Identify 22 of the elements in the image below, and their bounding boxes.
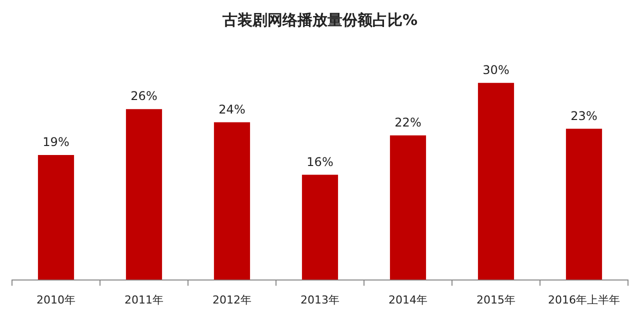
data-label: 22%: [394, 115, 422, 130]
x-tick-label: 2012年: [212, 293, 252, 306]
data-label: 30%: [482, 62, 510, 77]
x-tick-label: 2013年: [300, 293, 340, 306]
x-tick-label: 2016年上半年: [548, 293, 620, 306]
bar: [566, 128, 602, 280]
bar: [214, 122, 250, 280]
chart-title: 古装剧网络播放量份额占比%: [221, 10, 418, 29]
bar: [302, 174, 338, 280]
bar: [38, 155, 74, 280]
bar: [390, 135, 426, 280]
data-label: 26%: [130, 89, 158, 104]
x-tick-label: 2010年: [36, 293, 76, 306]
data-label: 24%: [218, 102, 246, 116]
bar: [126, 109, 162, 280]
data-label: 23%: [570, 108, 598, 123]
bar: [478, 82, 514, 280]
x-tick-label: 2015年: [476, 293, 516, 306]
x-tick-label: 2014年: [388, 293, 428, 306]
data-label: 16%: [306, 154, 334, 169]
x-tick-label: 2011年: [124, 293, 164, 306]
data-label: 19%: [42, 135, 70, 150]
